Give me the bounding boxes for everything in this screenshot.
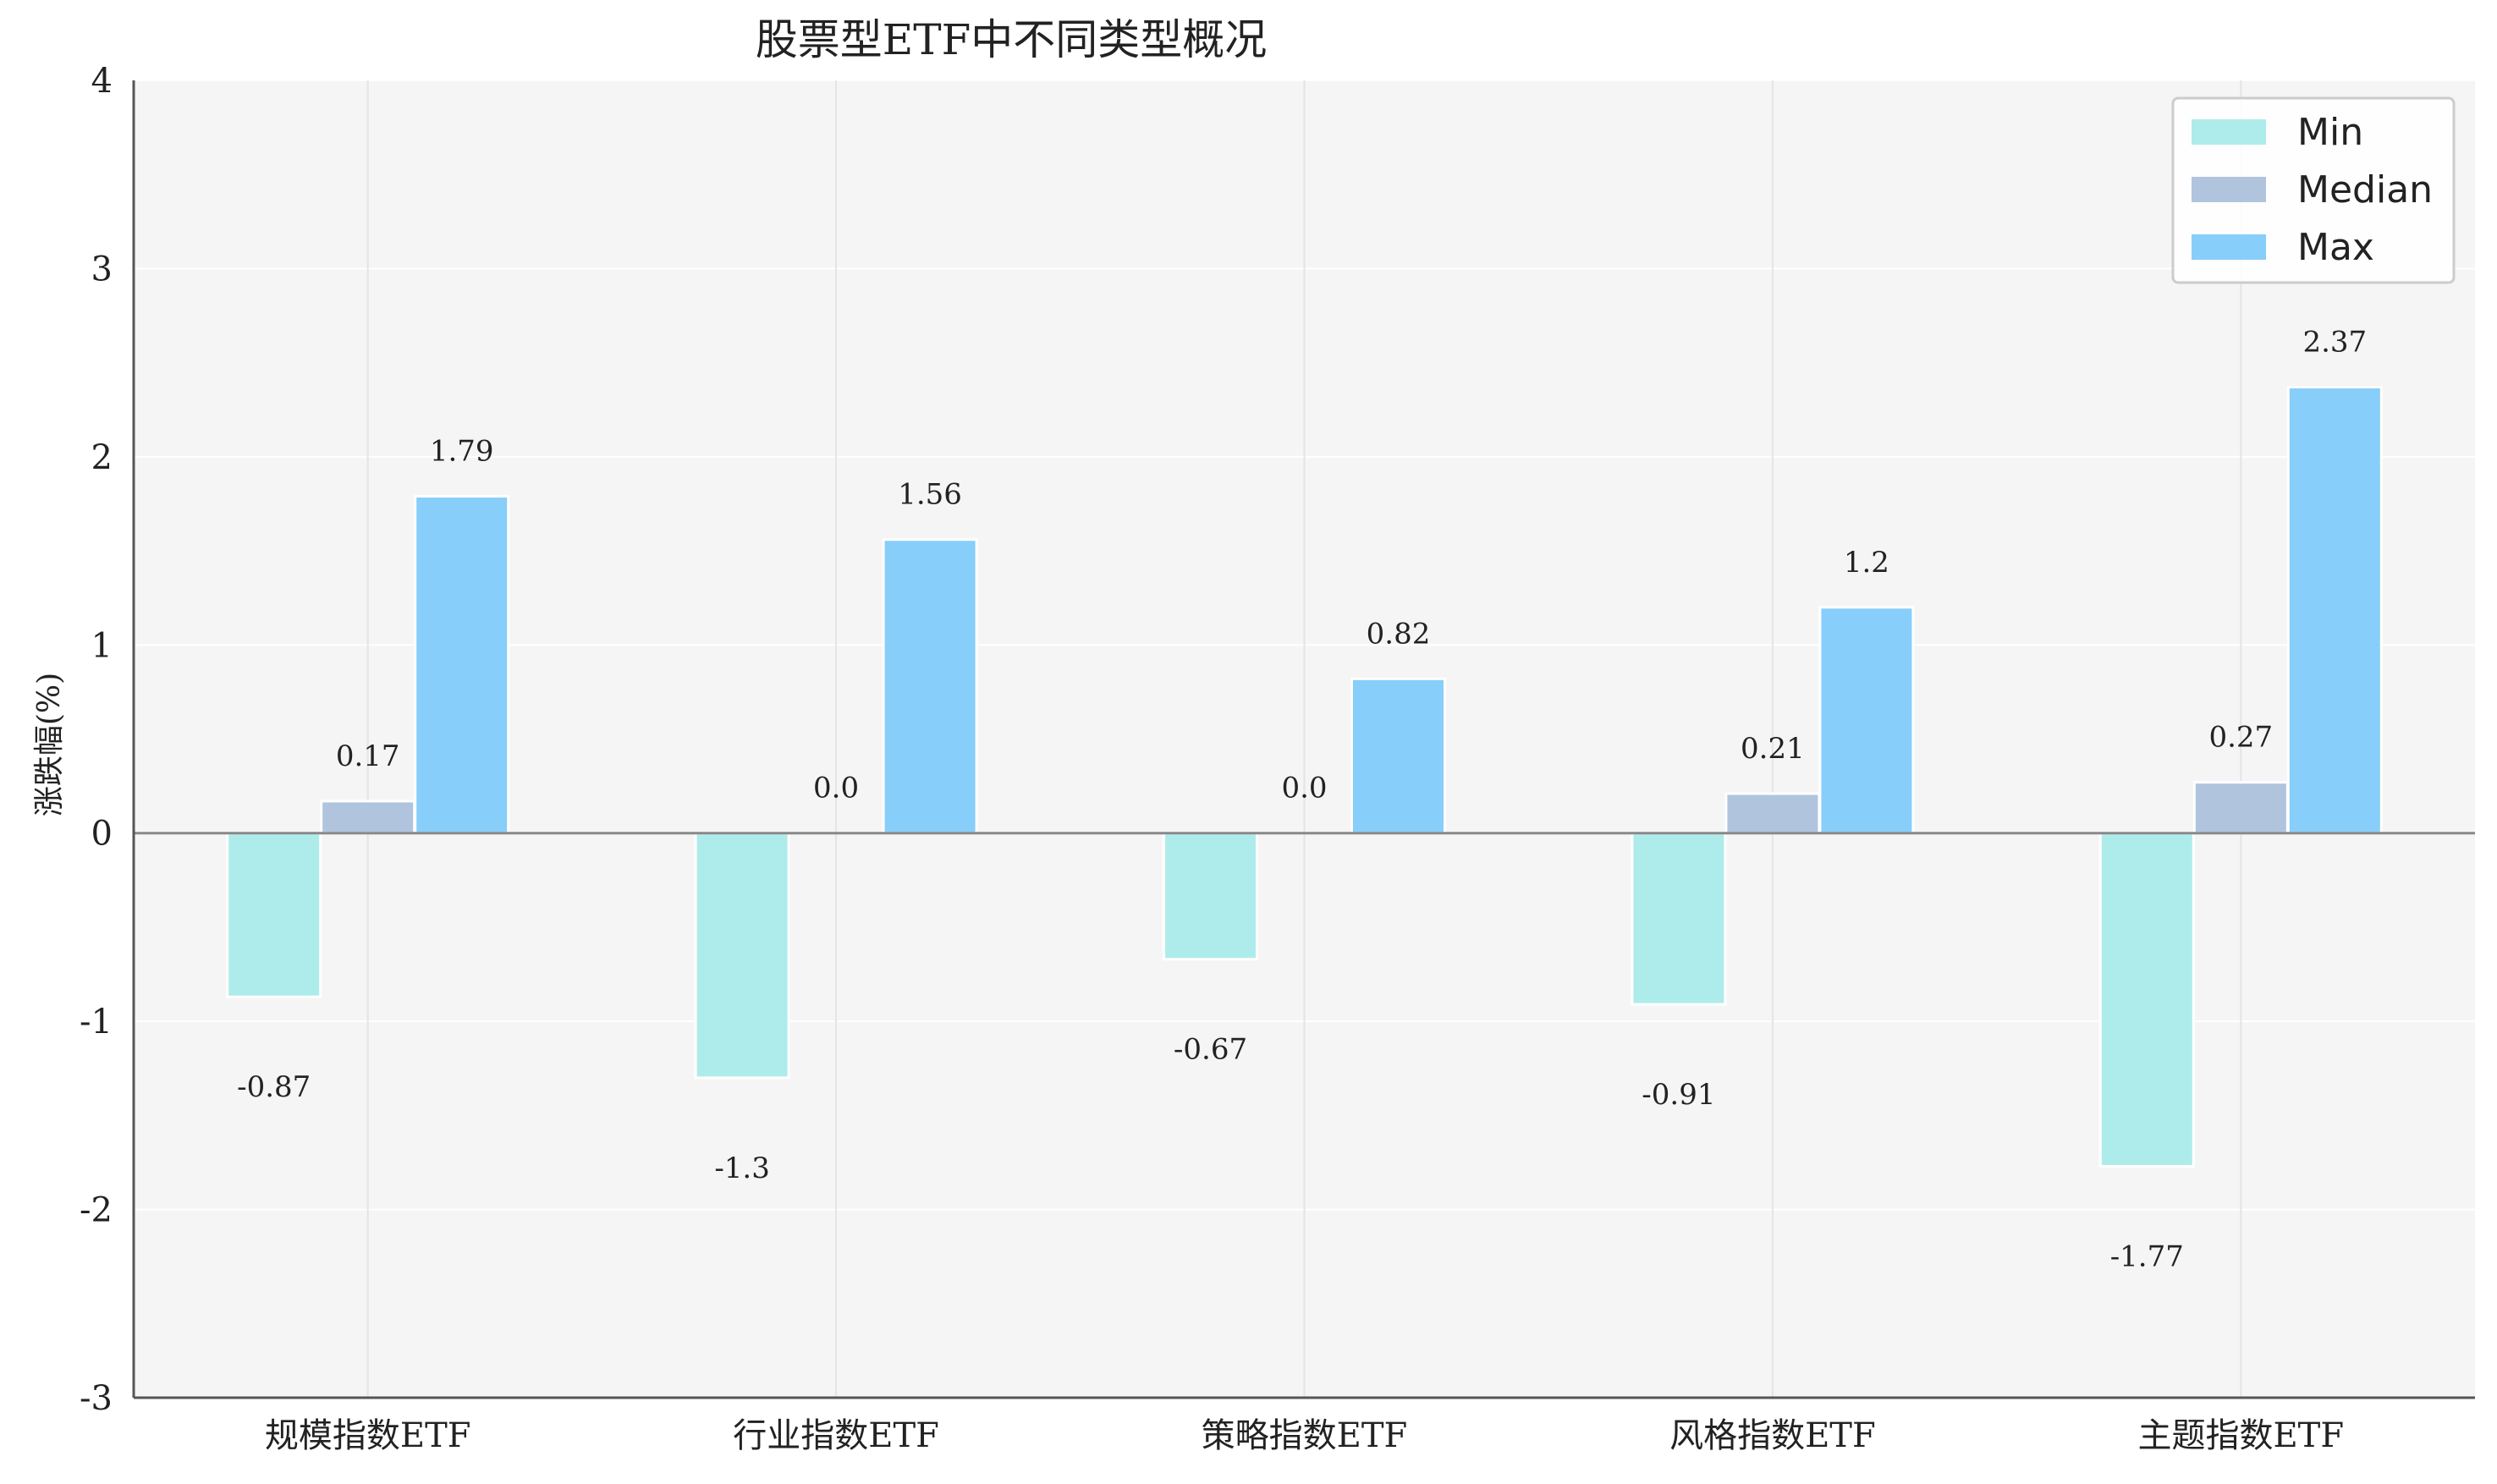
data-label: -1.77 <box>2110 1239 2184 1273</box>
y-tick-label: 1 <box>91 626 113 665</box>
bars <box>226 386 2383 1168</box>
data-label: 0.21 <box>1741 732 1805 766</box>
bar-min <box>1163 832 1258 961</box>
legend-label-median: Median <box>2297 168 2433 212</box>
y-axis-label: 涨跌幅(%) <box>32 673 67 816</box>
bar-max <box>1350 677 1446 835</box>
bar-median <box>1724 792 1821 835</box>
x-tick-label: 主题指数ETF <box>2137 1416 2344 1455</box>
data-label: 0.82 <box>1367 617 1431 651</box>
x-tick-labels: 规模指数ETF 行业指数ETF 策略指数ETF 风格指数ETF 主题指数ETF <box>265 1416 2344 1455</box>
legend-swatch-min <box>2192 119 2266 145</box>
data-labels: -0.87 -1.3 -0.67 -0.91 -1.77 0.17 0.0 0.0 0.21 0.… <box>237 326 2367 1274</box>
y-tick-label: 0 <box>91 815 113 854</box>
data-label: 2.37 <box>2302 326 2367 360</box>
bar-max <box>2286 386 2383 835</box>
legend-label-max: Max <box>2297 226 2374 269</box>
y-tick-labels: -3 -2 -1 0 1 2 3 4 <box>80 62 113 1418</box>
legend-swatch-max <box>2192 234 2266 260</box>
data-label: -0.67 <box>1174 1033 1247 1067</box>
x-tick-label: 策略指数ETF <box>1202 1416 1408 1455</box>
data-label: 1.79 <box>430 435 494 469</box>
bar-min <box>694 832 790 1080</box>
bar-max <box>882 538 978 835</box>
legend-label-min: Min <box>2297 111 2363 154</box>
y-tick-label: 2 <box>91 438 113 477</box>
data-label: 0.0 <box>813 772 859 805</box>
data-label: -0.87 <box>237 1070 311 1104</box>
grid-lines <box>134 80 2475 1399</box>
y-tick-label: 3 <box>91 250 113 289</box>
data-label: 1.2 <box>1844 546 1889 580</box>
data-label: 1.56 <box>898 478 962 512</box>
bar-min <box>2098 832 2195 1168</box>
data-label: 0.17 <box>336 739 400 773</box>
bar-median <box>320 800 416 835</box>
legend-swatch-median <box>2192 177 2266 202</box>
x-tick-label: 风格指数ETF <box>1669 1416 1876 1455</box>
data-label: 0.0 <box>1281 772 1327 805</box>
x-tick-label: 行业指数ETF <box>733 1416 939 1455</box>
chart-title: 股票型ETF中不同类型概况 <box>756 15 1268 64</box>
data-label: 0.27 <box>2208 721 2273 755</box>
bar-max <box>1818 606 1915 835</box>
bar-max <box>414 495 510 835</box>
bar-min <box>1631 832 1727 1006</box>
y-tick-label: -3 <box>80 1379 113 1418</box>
data-label: -0.91 <box>1642 1078 1715 1112</box>
bar-median <box>2192 781 2289 835</box>
x-tick-label: 规模指数ETF <box>265 1416 471 1455</box>
y-tick-label: -1 <box>80 1003 113 1042</box>
bar-min <box>226 832 322 998</box>
legend: Min Median Max <box>2171 96 2456 284</box>
y-tick-label: -2 <box>80 1191 113 1230</box>
y-tick-label: 4 <box>91 62 113 101</box>
data-label: -1.3 <box>714 1151 770 1185</box>
